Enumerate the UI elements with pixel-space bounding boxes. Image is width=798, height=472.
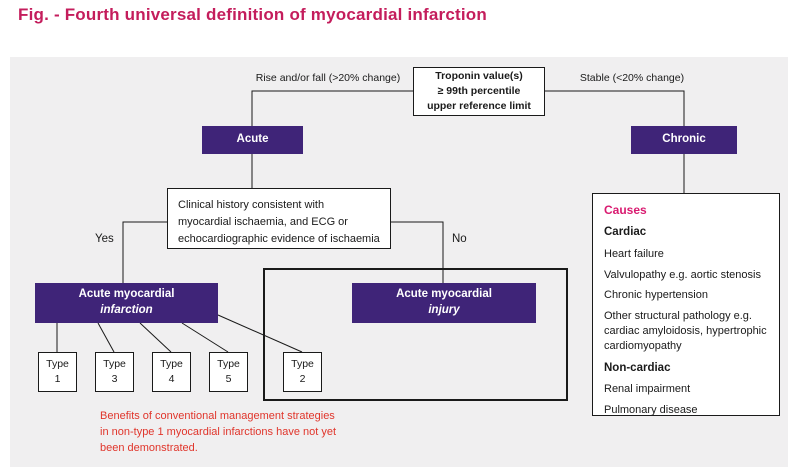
rise-fall-branch-label: Rise and/or fall (>20% change) bbox=[255, 72, 401, 84]
acute-mi-line-2: infarction bbox=[100, 304, 153, 316]
causes-item-heart-failure: Heart failure bbox=[604, 247, 664, 260]
causes-item-pulmonary: Pulmonary disease bbox=[604, 404, 698, 417]
type-5-num: 5 bbox=[225, 373, 232, 385]
acute-injury-line-1: Acute myocardial bbox=[396, 288, 492, 301]
clinical-line-2: myocardial ischaemia, and ECG or bbox=[178, 216, 348, 229]
type-3-node: Type 3 bbox=[95, 352, 134, 392]
acute-mi-node: Acute myocardial infarction bbox=[35, 283, 218, 323]
acute-node: Acute bbox=[202, 126, 303, 154]
type-5-word: Type bbox=[217, 358, 240, 371]
type-2-word: Type bbox=[291, 358, 314, 371]
clinical-line-3: echocardiographic evidence of ischaemia bbox=[178, 233, 380, 246]
clinical-history-node: Clinical history consistent with myocard… bbox=[167, 188, 391, 249]
yes-branch-label: Yes bbox=[95, 233, 114, 245]
causes-item-valvulopathy: Valvulopathy e.g. aortic stenosis bbox=[604, 268, 761, 281]
type-5-node: Type 5 bbox=[209, 352, 248, 392]
causes-title: Causes bbox=[604, 203, 647, 217]
note-line-2: in non-type 1 myocardial infarctions hav… bbox=[100, 425, 337, 438]
type-4-num: 4 bbox=[168, 373, 175, 385]
causes-item-hypertension: Chronic hypertension bbox=[604, 289, 708, 302]
note-line-1: Benefits of conventional management stra… bbox=[100, 410, 335, 422]
acute-injury-line-2: injury bbox=[428, 304, 460, 316]
type-1-num: 1 bbox=[54, 373, 61, 385]
troponin-line-1: Troponin value(s) bbox=[435, 69, 523, 82]
type-2-node: Type 2 bbox=[283, 352, 322, 392]
causes-cardiac-header: Cardiac bbox=[604, 226, 647, 239]
causes-item-renal: Renal impairment bbox=[604, 383, 691, 396]
causes-item-structural-pathology: Other structural pathology e.g. cardiac … bbox=[604, 310, 767, 352]
no-branch-label: No bbox=[452, 233, 467, 245]
chronic-node: Chronic bbox=[631, 126, 737, 154]
causes-noncardiac-header: Non-cardiac bbox=[604, 361, 671, 374]
type-3-num: 3 bbox=[111, 373, 118, 385]
acute-injury-node: Acute myocardial injury bbox=[352, 283, 536, 323]
type-2-num: 2 bbox=[299, 373, 306, 385]
type-4-node: Type 4 bbox=[152, 352, 191, 392]
management-note: Benefits of conventional management stra… bbox=[100, 409, 336, 457]
figure-title: Fig. - Fourth universal definition of my… bbox=[18, 5, 487, 24]
type-3-word: Type bbox=[103, 358, 126, 371]
acute-label: Acute bbox=[236, 133, 269, 146]
type-1-node: Type 1 bbox=[38, 352, 77, 392]
acute-mi-line-1: Acute myocardial bbox=[78, 288, 175, 301]
stable-branch-label: Stable (<20% change) bbox=[579, 72, 685, 84]
type-4-word: Type bbox=[160, 358, 183, 371]
troponin-line-3: upper reference limit bbox=[427, 100, 531, 113]
chronic-label: Chronic bbox=[662, 133, 706, 146]
clinical-line-1: Clinical history consistent with bbox=[178, 199, 325, 211]
troponin-node: Troponin value(s) ≥ 99th percentile uppe… bbox=[413, 67, 545, 116]
troponin-line-2: ≥ 99th percentile bbox=[437, 84, 521, 97]
note-line-3: been demonstrated. bbox=[100, 441, 198, 454]
causes-panel: Causes Cardiac Heart failure Valvulopath… bbox=[592, 193, 780, 416]
type-1-word: Type bbox=[46, 358, 69, 371]
